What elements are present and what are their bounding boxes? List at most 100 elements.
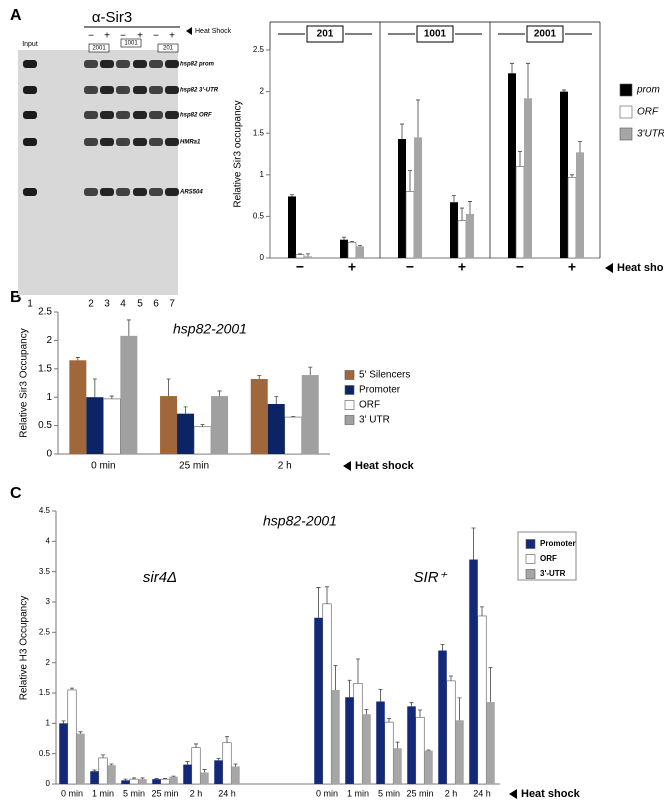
y-tick-label: 2.5 (38, 307, 52, 318)
band-label: HMRa1 (180, 140, 201, 146)
error-bar (202, 769, 207, 773)
construct-box (306, 25, 344, 43)
bar (331, 689, 340, 784)
construct-box (157, 43, 179, 53)
error-bar (154, 778, 159, 780)
bar (486, 702, 495, 784)
error-bar (409, 702, 414, 707)
panel-label: A (10, 7, 22, 24)
y-tick-label: 0 (46, 779, 51, 788)
bar (457, 220, 467, 259)
error-bar (488, 667, 493, 703)
legend-swatch (619, 105, 633, 119)
bar (200, 772, 209, 784)
gel-band (133, 86, 147, 94)
group-label: 2001 (534, 29, 557, 40)
y-tick-label: 0.5 (39, 749, 51, 758)
legend-label: ORF (540, 554, 557, 563)
treatment-label: + (137, 31, 143, 42)
legend-swatch (619, 127, 633, 141)
y-tick-label: 2 (46, 335, 52, 346)
gel-band (133, 138, 147, 146)
error-bar (61, 720, 66, 724)
y-tick-label: 3.5 (39, 567, 51, 576)
error-bar (562, 89, 566, 92)
y-tick-label: 0.5 (38, 420, 52, 431)
error-bar (132, 777, 136, 780)
y-axis-label: Relative Sir3 occupancy (233, 100, 244, 207)
bar (567, 176, 577, 259)
panel-label: B (10, 289, 22, 306)
x-tick-label: 2 h (190, 788, 203, 798)
gel-band (84, 111, 98, 119)
legend-label: 3'UTR (637, 129, 664, 140)
x-tick-label: − (406, 259, 414, 275)
error-bar (194, 743, 198, 748)
bar (288, 196, 296, 258)
bar (438, 650, 447, 784)
error-bar (298, 253, 302, 255)
legend-swatch (344, 370, 355, 380)
bar (214, 760, 223, 784)
band-label: ARS504 (179, 190, 203, 196)
gel-band (23, 138, 37, 146)
x-tick-label: 25 min (406, 788, 433, 798)
bar (295, 254, 305, 259)
bar (455, 720, 464, 784)
error-bar (457, 697, 462, 721)
legend-label: prom (636, 85, 660, 96)
x-tick-label: 1 min (347, 788, 369, 798)
legend-label: 3'-UTR (540, 569, 566, 578)
y-tick-label: 0 (46, 449, 52, 460)
y-tick-label: 2 (260, 87, 265, 96)
error-bar (570, 174, 574, 178)
bar (231, 766, 240, 784)
error-bar (350, 240, 354, 243)
error-bar (347, 679, 352, 698)
error-bar (449, 675, 453, 681)
y-tick-label: 4 (46, 536, 51, 545)
x-axis-label: Heat shock (355, 460, 415, 472)
bar (284, 416, 303, 455)
error-bar (418, 709, 422, 718)
bar (59, 723, 68, 784)
error-bar (378, 688, 383, 702)
gel-band (116, 60, 130, 68)
gel-band (149, 138, 163, 146)
construct-box (120, 38, 142, 48)
error-bar (216, 758, 221, 761)
bar (103, 398, 121, 455)
gel-band (23, 86, 37, 94)
antibody-label: α-Sir3 (92, 9, 132, 26)
gel-band (84, 60, 98, 68)
lane-label: 7 (169, 299, 175, 310)
gel-band (84, 138, 98, 146)
x-tick-label: 1 min (92, 788, 114, 798)
x-tick-label: + (348, 259, 356, 275)
band-label: hsp82 prom (180, 62, 215, 68)
heat-shock-label: Heat Shock (195, 28, 232, 35)
error-bar (291, 416, 296, 418)
x-tick-label: 5 min (123, 788, 145, 798)
band-label: hsp82 ORF (180, 113, 212, 119)
bar (466, 213, 474, 258)
bar (304, 256, 312, 258)
bar (322, 603, 332, 785)
chart-title: hsp82-2001 (173, 321, 247, 337)
gel-band (116, 111, 130, 119)
bar (560, 91, 568, 258)
x-tick-label: 25 min (151, 788, 178, 798)
error-bar (452, 195, 456, 203)
error-bar (171, 775, 176, 777)
bar (446, 680, 456, 785)
x-tick-label: 25 min (179, 461, 209, 472)
legend-label: Promoter (359, 385, 401, 396)
bar (90, 771, 99, 784)
x-tick-label: − (296, 259, 304, 275)
bar (407, 706, 416, 784)
error-bar (75, 357, 80, 361)
bar (576, 152, 584, 258)
legend-swatch (525, 554, 536, 564)
gel-band (23, 111, 37, 119)
arrowhead (343, 461, 351, 471)
